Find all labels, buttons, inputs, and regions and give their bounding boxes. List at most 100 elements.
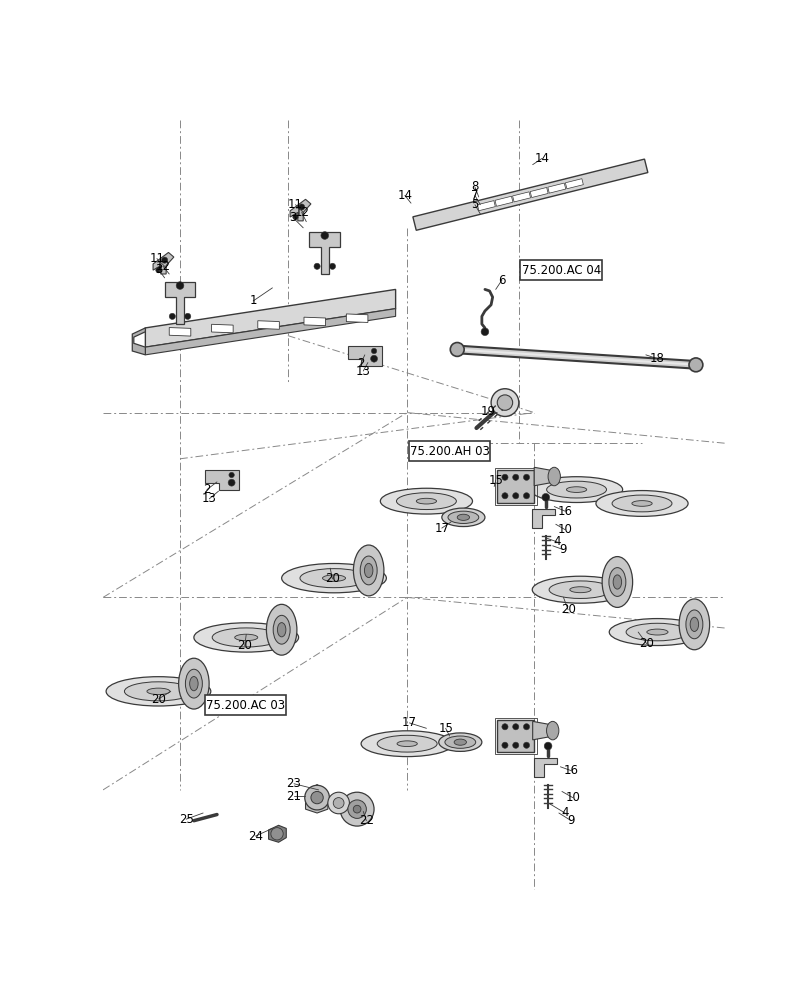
Ellipse shape [439, 733, 482, 751]
Circle shape [162, 257, 168, 263]
Ellipse shape [416, 498, 436, 504]
Ellipse shape [179, 658, 209, 709]
Circle shape [372, 348, 377, 354]
Circle shape [512, 474, 519, 480]
Ellipse shape [213, 628, 280, 647]
Ellipse shape [360, 556, 377, 585]
Text: 16: 16 [564, 764, 579, 777]
Circle shape [542, 493, 549, 501]
Text: 20: 20 [238, 639, 252, 652]
Ellipse shape [305, 785, 330, 810]
Polygon shape [205, 470, 239, 490]
Ellipse shape [632, 501, 652, 506]
Text: 11: 11 [288, 198, 303, 211]
Text: 22: 22 [359, 814, 374, 827]
Text: 10: 10 [558, 523, 572, 536]
Ellipse shape [333, 798, 344, 808]
Ellipse shape [566, 487, 587, 492]
Ellipse shape [450, 343, 464, 356]
Text: 6: 6 [498, 274, 506, 287]
Polygon shape [532, 509, 555, 528]
Ellipse shape [353, 805, 361, 813]
Ellipse shape [353, 545, 384, 596]
Ellipse shape [532, 576, 629, 603]
Polygon shape [532, 721, 553, 740]
Ellipse shape [445, 736, 476, 748]
Polygon shape [413, 159, 648, 230]
Circle shape [299, 204, 305, 210]
Circle shape [512, 742, 519, 748]
Polygon shape [165, 282, 196, 324]
Circle shape [371, 355, 377, 362]
Ellipse shape [626, 623, 688, 641]
Polygon shape [304, 317, 326, 326]
Text: 17: 17 [402, 716, 417, 729]
Ellipse shape [267, 604, 297, 655]
Bar [495, 718, 537, 754]
Polygon shape [145, 309, 396, 355]
Ellipse shape [454, 739, 466, 745]
Circle shape [321, 232, 329, 239]
Text: 20: 20 [325, 572, 340, 585]
Text: 17: 17 [435, 522, 449, 535]
Polygon shape [212, 324, 234, 333]
Text: 15: 15 [438, 722, 453, 735]
Ellipse shape [689, 358, 703, 372]
Text: 3: 3 [155, 263, 162, 276]
Ellipse shape [282, 563, 386, 593]
Ellipse shape [124, 682, 192, 701]
Ellipse shape [381, 488, 473, 514]
Polygon shape [548, 183, 566, 193]
Text: 9: 9 [560, 543, 567, 556]
Text: 11: 11 [149, 252, 164, 265]
Polygon shape [153, 252, 174, 274]
Text: 5: 5 [471, 198, 478, 211]
Text: 18: 18 [650, 352, 665, 365]
Ellipse shape [690, 617, 699, 631]
Text: 16: 16 [558, 505, 573, 518]
Text: 20: 20 [151, 693, 166, 706]
Polygon shape [534, 467, 554, 486]
Circle shape [156, 267, 161, 273]
Ellipse shape [609, 568, 626, 596]
Circle shape [524, 493, 529, 499]
Bar [497, 720, 534, 752]
Polygon shape [258, 321, 280, 329]
Polygon shape [169, 328, 191, 336]
Ellipse shape [531, 477, 623, 503]
Ellipse shape [147, 688, 170, 695]
Polygon shape [290, 199, 311, 221]
Polygon shape [566, 179, 583, 189]
Ellipse shape [448, 511, 479, 523]
Ellipse shape [680, 599, 709, 650]
Text: 1: 1 [250, 294, 257, 307]
Ellipse shape [273, 615, 290, 644]
Text: 2: 2 [204, 483, 211, 496]
Ellipse shape [647, 629, 668, 635]
Polygon shape [347, 314, 368, 322]
Polygon shape [145, 289, 396, 347]
Circle shape [228, 479, 235, 486]
Ellipse shape [549, 581, 612, 598]
Text: 10: 10 [566, 791, 580, 804]
Text: 14: 14 [398, 189, 412, 202]
Ellipse shape [348, 800, 366, 818]
Text: 25: 25 [179, 813, 194, 826]
Text: 14: 14 [534, 152, 549, 165]
Polygon shape [478, 201, 495, 211]
Text: 9: 9 [567, 814, 575, 827]
Polygon shape [495, 196, 513, 206]
Polygon shape [268, 825, 286, 842]
Circle shape [512, 493, 519, 499]
Ellipse shape [377, 735, 437, 752]
Ellipse shape [596, 491, 688, 516]
Text: 8: 8 [471, 180, 478, 193]
Ellipse shape [234, 634, 258, 641]
Text: 19: 19 [481, 405, 495, 418]
Circle shape [502, 742, 508, 748]
Text: 2: 2 [357, 357, 364, 370]
Text: 7: 7 [471, 189, 478, 202]
Polygon shape [534, 758, 558, 777]
Ellipse shape [361, 731, 453, 757]
Ellipse shape [364, 563, 373, 578]
